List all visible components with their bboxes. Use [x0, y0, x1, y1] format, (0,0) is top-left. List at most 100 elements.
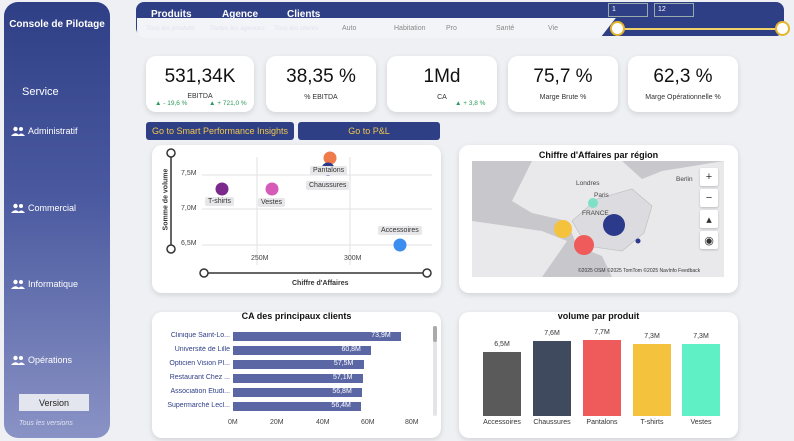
kpi-delta: ▲ - 19,6 % [155, 100, 188, 107]
range-from-input[interactable]: 1 [608, 3, 648, 17]
volume-bar[interactable] [682, 343, 720, 416]
nav-clients-sub: Tous les clients [274, 25, 319, 32]
category-auto[interactable]: Auto [342, 25, 357, 32]
client-bar[interactable] [233, 388, 363, 397]
map-attribution: ©2025 OSM ©2025 TomTom ©2025 NavInfo Fee… [578, 268, 701, 274]
map-bubble[interactable] [574, 235, 594, 255]
compass-icon[interactable]: ▴ [700, 210, 718, 228]
scatter-point-pantalons[interactable] [323, 151, 337, 165]
map-bubble[interactable] [635, 238, 641, 244]
x-tick-label: 250M [251, 255, 269, 262]
map-bubble[interactable] [603, 214, 625, 236]
category-sante[interactable]: Santé [496, 25, 515, 32]
category-habitation[interactable]: Habitation [394, 25, 426, 32]
client-bar-value: 73,9M [371, 332, 391, 339]
volume-category-label: Accessoires [483, 419, 521, 426]
x-tick-label: 0M [228, 419, 238, 426]
y-axis-label: Somme de volume [162, 168, 170, 231]
y-tick-label: 7,5M [181, 170, 197, 177]
sidebar-item-informatique[interactable]: Informatique [11, 279, 78, 289]
kpi-marge-operationnelle-card: 62,3 % Marge Opérationnelle % [628, 56, 738, 112]
x-tick-label: 60M [361, 419, 375, 426]
range-slider-end-handle[interactable] [775, 21, 790, 36]
nav-clients[interactable]: Clients [287, 9, 321, 20]
y-slider-bottom-handle[interactable] [166, 244, 176, 254]
client-bar-value: 57,5M [333, 360, 354, 367]
scatter-point-tshirts[interactable] [215, 182, 229, 196]
client-bar[interactable] [233, 346, 372, 355]
zoom-out-icon[interactable]: − [700, 189, 718, 207]
volume-bar[interactable] [633, 343, 671, 416]
users-icon [11, 355, 25, 365]
category-vie[interactable]: Vie [548, 25, 558, 32]
kpi-marge-brute-card: 75,7 % Marge Brute % [508, 56, 618, 112]
volume-bar-value: 7,3M [644, 332, 660, 340]
smart-insights-button[interactable]: Go to Smart Performance Insights [146, 122, 294, 140]
x-tick-label: 20M [270, 419, 284, 426]
x-slider-left-handle[interactable] [199, 268, 209, 278]
client-bar[interactable] [233, 360, 364, 369]
range-to-input[interactable]: 12 [654, 3, 694, 17]
volume-bar[interactable] [533, 340, 571, 416]
x-tick-label: 80M [405, 419, 419, 426]
volume-category-label: Vestes [690, 419, 712, 426]
scatter-label: Pantalons [310, 166, 348, 175]
scatter-plot [166, 148, 432, 278]
y-slider-top-handle[interactable] [166, 148, 176, 158]
sidebar-item-administratif[interactable]: Administratif [11, 126, 78, 136]
pnl-button[interactable]: Go to P&L [298, 122, 440, 140]
volume-bar-value: 7,6M [544, 329, 560, 337]
client-bar-value: 56,8M [332, 388, 352, 395]
x-tick-label: 300M [344, 255, 362, 262]
category-pro[interactable]: Pro [446, 25, 457, 32]
x-tick-label: 40M [316, 419, 330, 426]
region-map[interactable] [472, 161, 724, 277]
nav-agence-sub: Toutes les agences [209, 25, 265, 32]
volume-bar-value: 7,7M [594, 329, 610, 336]
volume-bar[interactable] [583, 340, 621, 416]
nav-produits-sub: Tous les produits [146, 25, 195, 32]
scatter-label: T-shirts [205, 197, 234, 206]
map-label: Londres [576, 180, 600, 187]
nav-agence[interactable]: Agence [222, 9, 259, 20]
clients-title: CA des principaux clients [241, 311, 352, 321]
scatter-point-vestes[interactable] [265, 182, 279, 196]
client-bar[interactable] [233, 332, 402, 341]
clients-scrollbar[interactable] [433, 326, 437, 416]
client-bar[interactable] [233, 402, 362, 411]
kpi-value: 1Md [423, 66, 461, 87]
kpi-label: Marge Opérationnelle % [645, 94, 721, 101]
sidebar: Console de Pilotage Service Administrati… [4, 2, 110, 438]
nav-produits[interactable]: Produits [151, 9, 192, 20]
volume-category-label: T-shirts [640, 419, 664, 426]
location-icon[interactable]: ◉ [700, 231, 718, 249]
sidebar-item-commercial[interactable]: Commercial [11, 203, 76, 213]
volume-bar[interactable] [483, 351, 521, 416]
volume-category-label: Pantalons [586, 419, 618, 426]
map-bubble[interactable] [588, 198, 598, 208]
scatter-label: Vestes [258, 198, 286, 207]
kpi-ebitda-card: 531,34K EBITDA ▲ - 19,6 % ▲ + 721,0 % [146, 56, 254, 112]
version-button[interactable]: Version [19, 394, 89, 411]
sidebar-item-label: Opérations [28, 355, 73, 365]
users-icon [11, 279, 25, 289]
zoom-in-icon[interactable]: + [700, 168, 718, 186]
map-bubble[interactable] [554, 220, 572, 238]
scatter-point-accessoires[interactable] [393, 238, 407, 252]
scatter-label: Chaussures [306, 181, 350, 190]
x-slider-right-handle[interactable] [422, 268, 432, 278]
y-tick-label: 7,0M [181, 205, 197, 212]
kpi-delta: ▲ + 3,8 % [455, 100, 486, 107]
kpi-value: 62,3 % [653, 66, 713, 87]
kpi-ebitda-pct-card: 38,35 % % EBITDA [266, 56, 376, 112]
range-slider-track[interactable] [617, 28, 783, 30]
sidebar-service-heading: Service [22, 86, 59, 98]
client-bar[interactable] [233, 374, 364, 383]
map-title: Chiffre d'Affaires par région [538, 150, 659, 160]
sidebar-item-operations[interactable]: Opérations [11, 355, 72, 365]
kpi-value: 531,34K [164, 66, 236, 87]
sidebar-item-label: Administratif [28, 126, 78, 136]
kpi-value: 75,7 % [533, 66, 593, 87]
range-slider-start-handle[interactable] [610, 21, 625, 36]
scatter-panel [152, 145, 441, 293]
